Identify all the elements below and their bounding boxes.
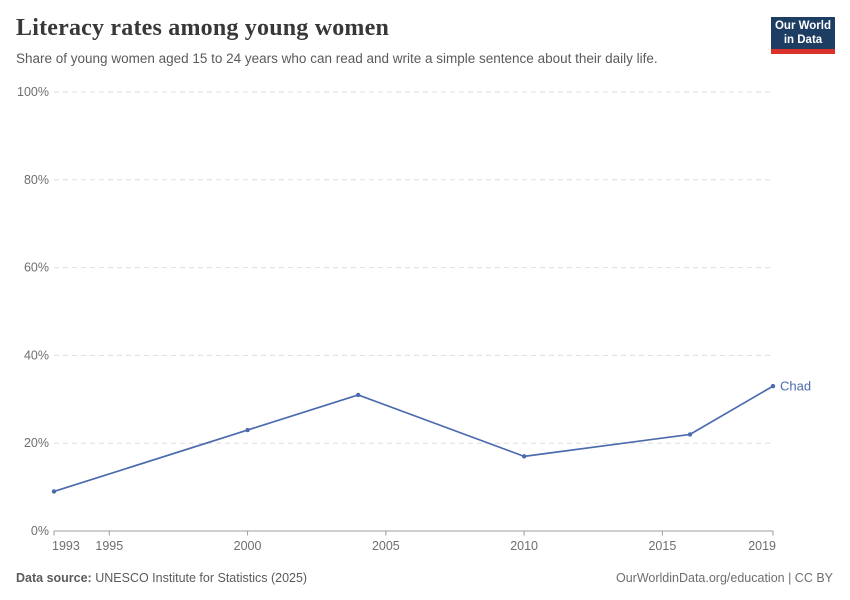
y-tick-label: 20% [24,436,49,450]
y-tick-label: 80% [24,173,49,187]
page-title: Literacy rates among young women [16,15,390,41]
data-point[interactable] [245,427,250,433]
y-tick-label: 60% [24,261,49,275]
x-tick-label: 2005 [372,539,400,553]
x-tick-label: 2010 [510,539,538,553]
series-line[interactable] [53,385,774,493]
data-point[interactable] [521,454,527,459]
owid-logo[interactable]: Our World in Data [771,17,835,54]
y-tick-label: 100% [17,85,49,99]
data-point[interactable] [355,392,361,398]
x-tick-label: 1993 [52,539,80,553]
series-end-label[interactable]: Chad [780,379,811,394]
data-point[interactable] [687,432,693,437]
data-source: Data source: UNESCO Institute for Statis… [16,571,307,585]
chart-header: Literacy rates among young women Share o… [16,14,755,67]
chart-subtitle: Share of young women aged 15 to 24 years… [16,51,658,66]
owid-logo-line1: Our World [774,20,831,32]
x-tick-label: 2019 [748,539,776,553]
x-tick-label: 1995 [95,539,123,553]
data-source-value: UNESCO Institute for Statistics (2025) [95,571,308,585]
y-tick-label: 40% [24,348,49,362]
data-point[interactable] [51,489,57,494]
y-tick-label: 0% [31,524,49,538]
owid-logo-line2: in Data [783,34,823,46]
credit-link[interactable]: OurWorldinData.org/education | CC BY [615,571,833,585]
x-tick-label: 2000 [234,539,262,553]
data-source-label: Data source: [16,571,92,585]
data-point[interactable] [770,383,776,389]
x-tick-label: 2015 [648,539,676,553]
